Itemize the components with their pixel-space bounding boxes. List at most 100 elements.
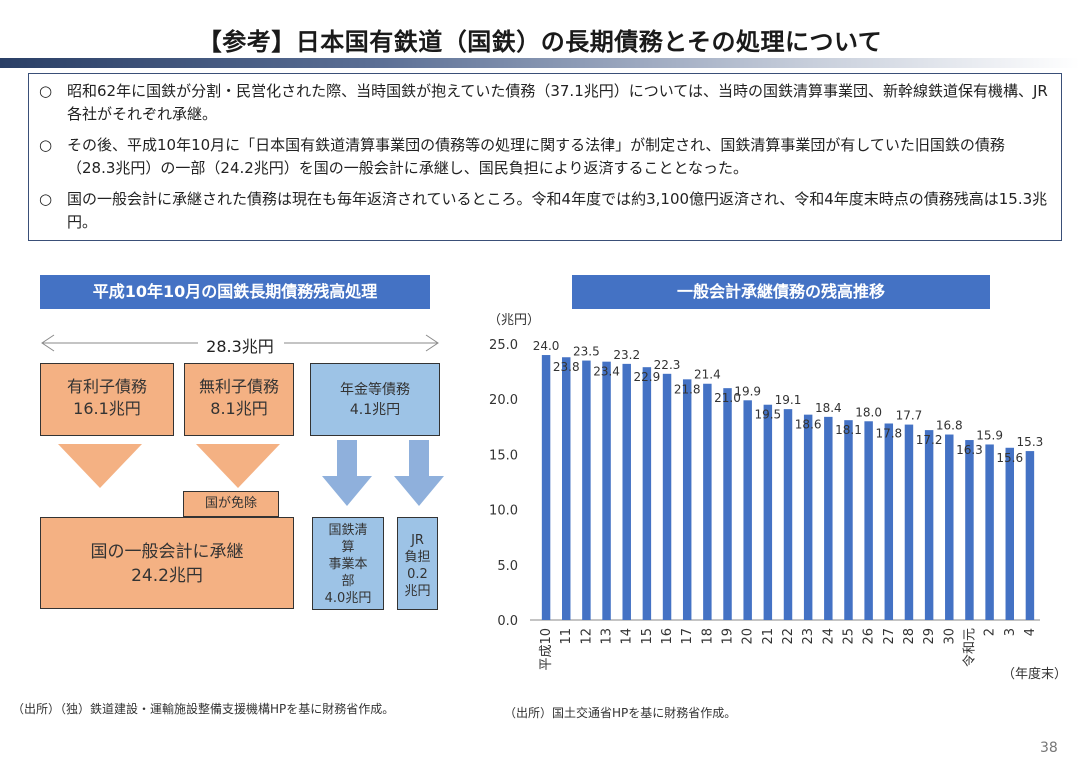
box-line: 事業本 <box>328 557 368 572</box>
box-label: 年金等債務 <box>340 382 410 398</box>
interest-bearing-debt-box: 有利子債務 16.1兆円 <box>40 363 174 436</box>
bar-value-label: 17.2 <box>916 433 943 447</box>
bar <box>985 444 994 620</box>
debt-balance-chart: （兆円） （年度末） 0.05.010.015.020.025.0 24.023… <box>488 313 1067 682</box>
bar-value-label: 18.1 <box>835 423 862 437</box>
y-tick-label: 25.0 <box>489 338 518 353</box>
bar-value-label: 21.4 <box>694 368 721 382</box>
x-tick-label: 25 <box>841 628 856 645</box>
summary-item-1: ○ 昭和62年に国鉄が分割・民営化された際、当時国鉄が抱えていた債務（37.1兆… <box>39 80 1053 126</box>
bar <box>723 388 732 620</box>
box-line: 兆円 <box>404 584 431 599</box>
bar <box>844 420 853 620</box>
bar-value-label: 16.3 <box>956 443 983 457</box>
left-source-note: （出所）（独）鉄道建設・運輸施設整備支援機構HPを基に財務省作成。 <box>12 702 395 716</box>
page-title: 【参考】日本国有鉄道（国鉄）の長期債務とその処理について <box>197 28 883 56</box>
x-tick-label: 24 <box>821 628 836 645</box>
summary-item-3: ○ 国の一般会計に承継された債務は現在も毎年返済されているところ。令和4年度では… <box>39 188 1053 234</box>
bar-value-label: 18.0 <box>855 405 882 419</box>
bar-value-label: 22.9 <box>634 370 661 384</box>
blue-down-arrow-2 <box>394 440 444 506</box>
box-label: 有利子債務 <box>66 377 147 396</box>
bar <box>602 361 611 620</box>
bar-value-label: 23.8 <box>553 360 580 374</box>
summary-text-1: 昭和62年に国鉄が分割・民営化された際、当時国鉄が抱えていた債務（37.1兆円）… <box>67 82 1048 123</box>
bar <box>763 404 773 620</box>
box-label: 国の一般会計に承継 <box>90 542 244 562</box>
bar-value-label: 15.3 <box>1017 435 1044 449</box>
bar-value-label: 24.0 <box>533 339 560 353</box>
box-line: 4.0兆円 <box>324 591 372 606</box>
bar <box>622 363 631 620</box>
bar <box>965 440 974 620</box>
government-exempt-label: 国が免除 <box>183 491 279 517</box>
x-axis-unit-label: （年度末） <box>1002 666 1067 682</box>
total-span-arrow <box>41 334 439 352</box>
x-tick-label: 29 <box>922 628 937 645</box>
box-value: 16.1兆円 <box>73 399 141 418</box>
box-value: 8.1兆円 <box>210 399 268 418</box>
box-value: 4.1兆円 <box>349 402 401 418</box>
bar <box>703 383 712 620</box>
x-tick-label: 27 <box>882 628 897 645</box>
x-tick-label: 3 <box>1003 628 1018 636</box>
box-value: 24.2兆円 <box>131 566 203 586</box>
bar-value-label: 17.8 <box>875 426 902 440</box>
bullet-mark: ○ <box>39 136 53 154</box>
pension-debt-box: 年金等債務 4.1兆円 <box>310 363 440 436</box>
x-tick-label: 令和元 <box>962 628 977 667</box>
bar-value-label: 23.4 <box>593 365 620 379</box>
bar <box>904 424 914 620</box>
page-number: 38 <box>1040 740 1058 756</box>
box-line: JR <box>411 533 424 548</box>
bar <box>945 434 954 620</box>
bar <box>642 367 652 620</box>
bar-value-label: 23.5 <box>573 345 600 359</box>
x-tick-label: 19 <box>721 628 736 645</box>
title-rule <box>0 58 1080 68</box>
x-tick-label: 14 <box>620 628 635 645</box>
bar <box>582 360 591 620</box>
x-tick-label: 23 <box>801 628 816 645</box>
bar-value-label: 15.6 <box>996 451 1023 465</box>
jnr-settlement-box: 国鉄清 算 事業本 部 4.0兆円 <box>312 517 384 610</box>
x-tick-label: 11 <box>559 628 574 645</box>
summary-item-2: ○ その後、平成10年10月に「日本国有鉄道清算事業団の債務等の処理に関する法律… <box>39 134 1053 180</box>
bar-value-label: 15.9 <box>976 428 1003 442</box>
bar <box>884 423 894 620</box>
x-tick-label: 13 <box>600 628 615 645</box>
box-label: 無利子債務 <box>198 377 279 396</box>
bar-value-label: 21.0 <box>714 391 741 405</box>
x-tick-label: 18 <box>700 628 715 645</box>
box-line: 部 <box>341 574 355 589</box>
box-line: 0.2 <box>407 567 428 582</box>
y-tick-label: 0.0 <box>497 614 518 629</box>
bar-value-label: 19.5 <box>754 408 781 422</box>
bar <box>541 355 551 620</box>
x-tick-label: 15 <box>640 628 655 645</box>
bar-value-label: 19.9 <box>734 384 761 398</box>
bar <box>924 430 934 620</box>
x-tick-label: 22 <box>781 628 796 645</box>
jr-burden-box: JR 負担 0.2 兆円 <box>397 517 438 610</box>
y-tick-label: 10.0 <box>489 504 518 519</box>
y-axis-unit-label: （兆円） <box>488 313 540 328</box>
bar-value-label: 18.6 <box>795 418 822 432</box>
x-tick-label: 2 <box>983 628 998 636</box>
x-tick-label: 平成10 <box>539 628 554 671</box>
bar <box>562 357 571 620</box>
x-tick-label: 4 <box>1023 628 1038 636</box>
y-tick-label: 15.0 <box>489 448 518 463</box>
box-line: 負担 <box>404 550 431 565</box>
bar-value-label: 19.1 <box>775 393 802 407</box>
box-line: 国鉄清 <box>328 523 368 538</box>
x-tick-label: 28 <box>902 628 917 645</box>
x-tick-label: 21 <box>761 628 776 645</box>
bullet-mark: ○ <box>39 190 53 208</box>
bar <box>1005 447 1014 620</box>
bar <box>743 400 752 620</box>
summary-text-3: 国の一般会計に承継された債務は現在も毎年返済されているところ。令和4年度では約3… <box>67 190 1048 231</box>
total-debt-label: 28.3兆円 <box>206 337 274 356</box>
bar <box>682 379 692 620</box>
box-line: 算 <box>341 540 355 555</box>
